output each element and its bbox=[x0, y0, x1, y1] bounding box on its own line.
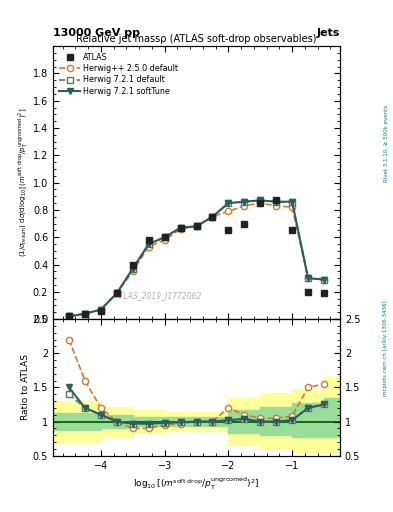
Title: Relative jet massρ (ATLAS soft-drop observables): Relative jet massρ (ATLAS soft-drop obse… bbox=[76, 34, 317, 44]
Text: 13000 GeV pp: 13000 GeV pp bbox=[53, 28, 140, 38]
Legend: ATLAS, Herwig++ 2.5.0 default, Herwig 7.2.1 default, Herwig 7.2.1 softTune: ATLAS, Herwig++ 2.5.0 default, Herwig 7.… bbox=[57, 50, 180, 98]
Y-axis label: Ratio to ATLAS: Ratio to ATLAS bbox=[21, 354, 30, 420]
Text: mcplots.cern.ch [arXiv:1306.3436]: mcplots.cern.ch [arXiv:1306.3436] bbox=[384, 301, 388, 396]
Y-axis label: $(1/\sigma_\mathrm{resum})\ \mathrm{d}\sigma/\mathrm{d}\log_{10}[(m^\mathrm{soft: $(1/\sigma_\mathrm{resum})\ \mathrm{d}\s… bbox=[17, 108, 30, 257]
Text: ATLAS_2019_I1772062: ATLAS_2019_I1772062 bbox=[115, 291, 202, 301]
Text: Jets: Jets bbox=[317, 28, 340, 38]
X-axis label: $\log_{10}[(m^\mathrm{soft\ drop}/p_\mathrm{T}^\mathrm{ungroomed})^2]$: $\log_{10}[(m^\mathrm{soft\ drop}/p_\mat… bbox=[133, 476, 260, 493]
Text: Rivet 3.1.10, ≥ 500k events: Rivet 3.1.10, ≥ 500k events bbox=[384, 105, 388, 182]
